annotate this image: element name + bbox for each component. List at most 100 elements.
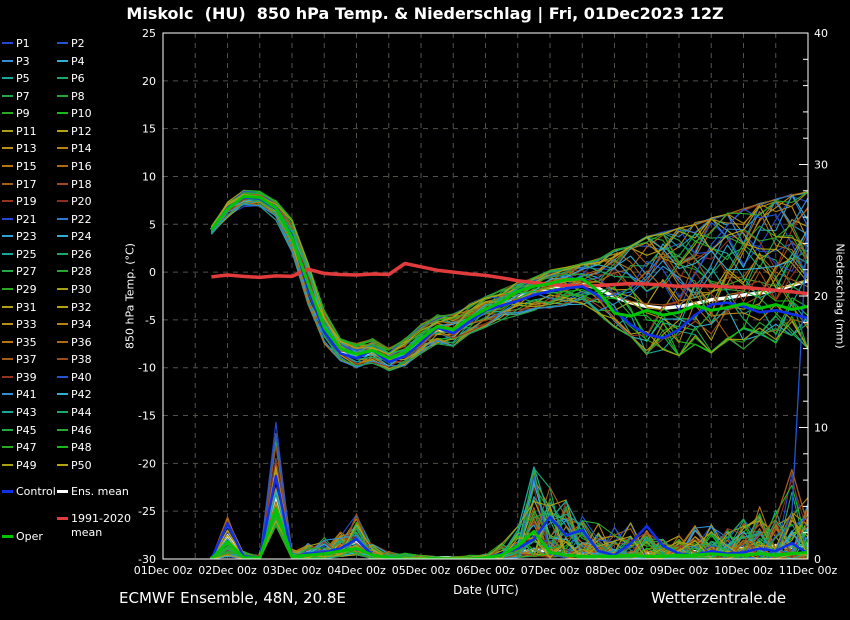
legend-item-p27-swatch: [2, 270, 13, 273]
y-right-tick-label: 10: [814, 422, 828, 435]
x-tick-label: 02Dec 00z: [198, 564, 257, 577]
legend-item-p6-label: P6: [71, 72, 85, 86]
legend-item-p42: P42: [57, 388, 92, 402]
legend-item-p14: P14: [57, 142, 92, 156]
legend-item-p19-swatch: [2, 200, 13, 203]
legend-item-p43-label: P43: [16, 405, 37, 419]
legend-item-p21: P21: [2, 213, 37, 227]
legend-item-p43: P43: [2, 406, 37, 420]
footer-model-info: ECMWF Ensemble, 48N, 20.8E: [119, 589, 346, 607]
legend-item-p9-swatch: [2, 112, 13, 115]
legend-item-p10-swatch: [57, 112, 68, 115]
legend-item-p32-label: P32: [71, 300, 92, 314]
x-tick-label: 11Dec 00z: [779, 564, 838, 577]
chart-series: [209, 189, 808, 559]
legend-item-p47-label: P47: [16, 441, 37, 455]
legend-item-ens-mean: Ens. mean: [57, 485, 129, 499]
legend-item-p49-label: P49: [16, 458, 37, 472]
legend-item-p4: P4: [57, 55, 85, 69]
legend-item-p41-swatch: [2, 393, 13, 396]
legend-item-p11-swatch: [2, 129, 13, 132]
legend-item-p48-label: P48: [71, 441, 92, 455]
legend-item-p12-swatch: [57, 129, 68, 132]
x-tick-label: 06Dec 00z: [456, 564, 515, 577]
legend-item-p3-swatch: [2, 59, 13, 62]
legend-item-p50-swatch: [57, 463, 68, 466]
legend-item-p30-label: P30: [71, 282, 92, 296]
legend-item-p3-label: P3: [16, 54, 30, 68]
x-tick-label: 07Dec 00z: [521, 564, 580, 577]
legend-item-p37-label: P37: [16, 353, 37, 367]
legend-item-p26-label: P26: [71, 247, 92, 261]
legend-item-p1: P1: [2, 37, 30, 51]
legend-item-p12: P12: [57, 125, 92, 139]
member-temp-line: [210, 197, 808, 368]
legend-item-p26: P26: [57, 248, 92, 262]
legend-item-p47: P47: [2, 441, 37, 455]
legend-item-ens-mean-swatch: [57, 489, 68, 493]
x-axis-label: Date (UTC): [453, 583, 519, 597]
legend-item-p9: P9: [2, 107, 30, 121]
legend-item-control: Control: [2, 485, 56, 499]
legend-item-p11: P11: [2, 125, 37, 139]
legend-item-p19: P19: [2, 195, 37, 209]
legend-item-p24-label: P24: [71, 230, 92, 244]
legend-item-p34-swatch: [57, 323, 68, 326]
legend-item-p17: P17: [2, 178, 37, 192]
climate-mean-line: [211, 261, 808, 296]
legend-item-p22-swatch: [57, 217, 68, 220]
legend-item-climate-mean: 1991-2020 mean: [57, 512, 131, 540]
oper-precip-line: [210, 507, 808, 559]
legend-item-p1-swatch: [2, 42, 13, 44]
y-left-tick-label: 0: [149, 266, 156, 279]
legend-item-p6-swatch: [57, 77, 68, 80]
legend-item-oper: Oper: [2, 530, 43, 544]
legend-item-p21-label: P21: [16, 212, 37, 226]
legend-item-p13-swatch: [2, 147, 13, 150]
legend-item-p18-label: P18: [71, 177, 92, 191]
legend-item-p46-swatch: [57, 428, 68, 431]
legend-item-p41-label: P41: [16, 388, 37, 402]
legend-item-p4-swatch: [57, 59, 68, 62]
legend-item-p40-label: P40: [71, 370, 92, 384]
legend-item-p12-label: P12: [71, 124, 92, 138]
legend-item-p44-label: P44: [71, 405, 92, 419]
y-left-tick-label: -25: [138, 505, 156, 518]
legend-item-p42-label: P42: [71, 388, 92, 402]
legend-item-p15-label: P15: [16, 159, 37, 173]
y-left-tick-label: 25: [142, 27, 156, 40]
legend-item-p7-swatch: [2, 94, 13, 97]
legend-item-p48-swatch: [57, 446, 68, 449]
legend-item-p25-label: P25: [16, 247, 37, 261]
y-left-tick-label: 20: [142, 75, 156, 88]
legend-item-p26-swatch: [57, 252, 68, 255]
legend-item-control-swatch: [2, 489, 13, 493]
member-spike-10dec-orange: [743, 468, 808, 553]
legend-item-p38-swatch: [57, 358, 68, 361]
legend-item-p23: P23: [2, 230, 37, 244]
legend-item-oper-label: Oper: [16, 530, 43, 543]
legend-item-p2: P2: [57, 37, 85, 51]
legend-item-p28-swatch: [57, 270, 68, 273]
legend-item-p45: P45: [2, 424, 37, 438]
legend-item-p7-label: P7: [16, 89, 30, 103]
legend-item-p35-label: P35: [16, 335, 37, 349]
legend-item-p49: P49: [2, 459, 37, 473]
x-tick-label: 09Dec 00z: [650, 564, 709, 577]
legend-item-p16-swatch: [57, 164, 68, 167]
legend-item-p2-swatch: [57, 42, 68, 44]
legend-item-climate-mean-swatch: [57, 516, 68, 520]
legend-item-climate-mean-label2: mean: [71, 526, 103, 539]
legend-item-p32: P32: [57, 301, 92, 315]
legend-item-p35: P35: [2, 336, 37, 350]
legend-item-p22-label: P22: [71, 212, 92, 226]
x-tick-label: 08Dec 00z: [585, 564, 644, 577]
legend-item-p31: P31: [2, 301, 37, 315]
member-precip-line: [210, 466, 808, 559]
legend-item-p48: P48: [57, 441, 92, 455]
legend-item-p45-swatch: [2, 428, 13, 431]
legend-item-p25-swatch: [2, 252, 13, 255]
right-axis-ticks: [799, 32, 808, 560]
x-tick-label: 04Dec 00z: [327, 564, 386, 577]
